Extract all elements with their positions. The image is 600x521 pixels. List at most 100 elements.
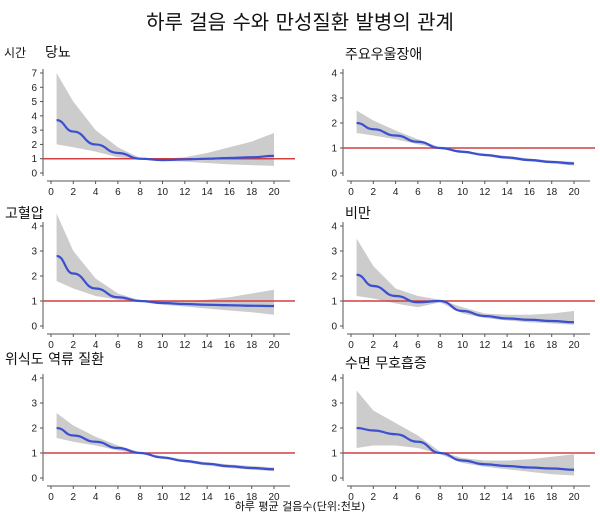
x-tick-label: 18 [546,187,558,198]
panel-diabetes: 당뇨 0 1 2 3 4 5 6 7 0 2 4 6 8 10 12 14 16 18 20 [10,45,300,198]
y-tick-label: 1 [31,154,37,165]
confidence-band [356,390,574,476]
x-tick-label: 8 [137,187,143,198]
x-tick-label: 2 [371,340,377,351]
x-tick-label: 14 [502,340,514,351]
confidence-band [56,73,275,166]
y-tick-label: 4 [31,222,37,233]
y-tick-label: 1 [31,297,37,308]
panel-title: 주요우울장애 [345,47,423,63]
x-tick-label: 18 [246,492,258,503]
confidence-band [56,413,275,472]
x-tick-label: 14 [502,492,514,503]
x-tick-label: 16 [524,187,536,198]
panel-depression: 주요우울장애 0 1 2 3 4 0 2 4 6 8 10 12 14 16 18 20 [310,45,600,198]
x-tick-label: 12 [179,492,191,503]
y-tick-label: 4 [331,69,337,80]
y-tick-label: 3 [331,247,337,258]
y-tick-label: 1 [331,297,337,308]
x-tick-label: 4 [93,340,99,351]
panel-obesity: 비만 0 1 2 3 4 0 2 4 6 8 10 12 14 16 18 20 [310,198,600,351]
confidence-band [56,213,275,315]
x-tick-label: 18 [246,187,258,198]
panel-title: 고혈압 [5,206,44,222]
y-tick-label: 4 [331,374,337,385]
x-tick-label: 18 [546,340,558,351]
x-tick-label: 0 [348,492,354,503]
x-tick-label: 20 [268,492,280,503]
y-tick-label: 3 [31,247,37,258]
x-tick-label: 2 [371,492,377,503]
x-tick-label: 8 [137,340,143,351]
x-tick-label: 8 [437,340,443,351]
confidence-band [356,238,574,325]
x-tick-label: 14 [202,492,214,503]
x-tick-label: 12 [479,492,491,503]
x-tick-label: 20 [568,492,580,503]
x-tick-label: 20 [568,340,580,351]
x-tick-label: 18 [246,340,258,351]
y-tick-label: 2 [31,140,37,151]
y-tick-label: 0 [331,169,337,180]
x-tick-label: 8 [137,492,143,503]
x-tick-label: 6 [415,492,421,503]
x-tick-label: 18 [546,492,558,503]
y-tick-label: 3 [31,399,37,410]
x-tick-label: 6 [115,492,121,503]
x-tick-label: 12 [179,187,191,198]
x-tick-label: 16 [224,492,236,503]
y-tick-label: 2 [331,119,337,130]
panel-gerd: 위식도 역류 질환 0 1 2 3 4 0 2 4 6 8 10 12 14 16 18 20 [5,350,300,503]
x-tick-label: 6 [415,340,421,351]
y-tick-label: 1 [331,449,337,460]
x-tick-label: 6 [115,187,121,198]
panel-sleep-apnea: 수면 무호흡증 0 1 2 3 4 0 2 4 6 8 10 12 14 16 18 20 [310,350,600,503]
x-tick-label: 2 [71,492,77,503]
y-axis-label: 시간 [4,46,27,60]
x-tick-label: 14 [202,340,214,351]
x-tick-label: 2 [371,187,377,198]
y-tick-label: 2 [331,272,337,283]
y-tick-label: 3 [331,94,337,105]
y-tick-label: 0 [31,322,37,333]
y-tick-label: 0 [331,322,337,333]
panel-title: 수면 무호흡증 [345,356,427,372]
x-tick-label: 10 [157,187,169,198]
x-tick-label: 0 [48,492,54,503]
x-tick-label: 4 [393,340,399,351]
y-tick-label: 3 [331,399,337,410]
x-axis-label: 하루 평균 걸음수(단위:천보) [234,500,366,513]
y-tick-label: 1 [331,144,337,155]
panel-title: 비만 [345,206,371,222]
x-tick-label: 0 [348,340,354,351]
y-tick-label: 0 [31,474,37,485]
x-tick-label: 10 [457,340,469,351]
x-tick-label: 12 [479,340,491,351]
x-tick-label: 10 [157,492,169,503]
x-tick-label: 16 [224,340,236,351]
x-tick-label: 0 [48,340,54,351]
x-tick-label: 6 [115,340,121,351]
panel-title: 위식도 역류 질환 [5,352,105,368]
x-tick-label: 2 [71,340,77,351]
x-tick-label: 2 [71,187,77,198]
x-tick-label: 10 [157,340,169,351]
x-tick-label: 16 [524,340,536,351]
x-tick-label: 12 [179,340,191,351]
x-tick-label: 8 [437,187,443,198]
x-tick-label: 0 [348,187,354,198]
x-tick-label: 4 [393,187,399,198]
x-tick-label: 10 [457,187,469,198]
y-tick-label: 3 [31,126,37,137]
x-tick-label: 4 [93,187,99,198]
x-tick-label: 0 [48,187,54,198]
y-tick-label: 4 [31,111,37,122]
y-tick-label: 7 [31,69,37,80]
